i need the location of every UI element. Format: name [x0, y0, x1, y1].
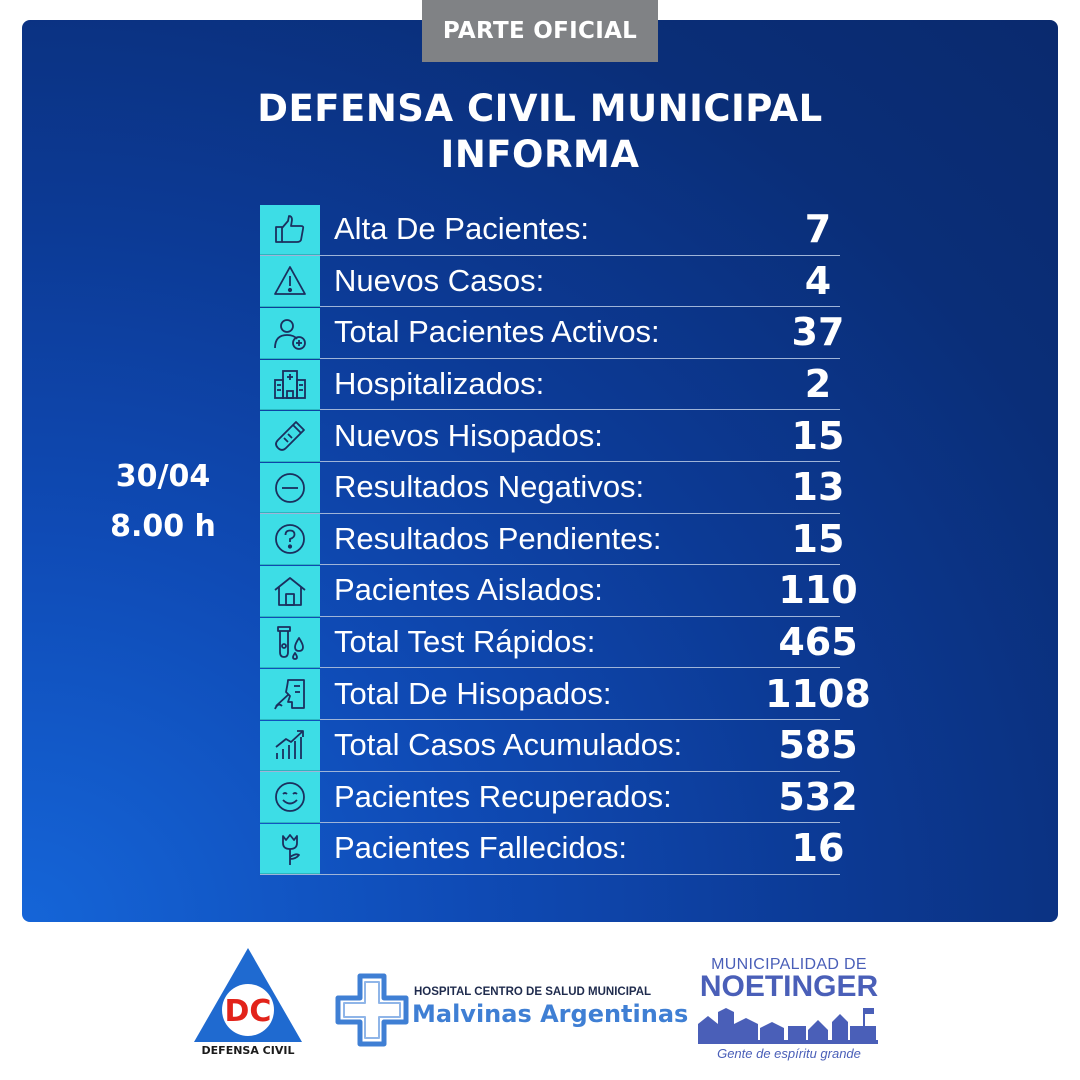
official-badge: PARTE OFICIAL	[422, 0, 658, 62]
minus-circle-icon	[260, 462, 320, 514]
stat-label: Resultados Negativos:	[334, 469, 645, 505]
stat-value: 13	[791, 465, 845, 510]
stat-label: Total De Hisopados:	[334, 675, 612, 711]
stat-label: Total Pacientes Activos:	[334, 314, 660, 350]
rose-icon	[260, 823, 320, 875]
medical-cross-icon	[335, 973, 409, 1047]
stat-row: Nuevos Casos: 4	[260, 256, 840, 308]
title-line-1: DEFENSA CIVIL MUNICIPAL	[257, 87, 823, 130]
smile-icon	[260, 772, 320, 823]
warning-icon	[260, 256, 320, 307]
stat-value: 532	[778, 774, 858, 819]
stat-row: Pacientes Aislados: 110	[260, 565, 858, 617]
stat-row: Pacientes Recuperados: 532	[260, 772, 858, 824]
stat-label: Nuevos Hisopados:	[334, 417, 603, 453]
report-panel	[22, 20, 1058, 922]
municipality-line-1: MUNICIPALIDAD DE	[711, 956, 867, 973]
report-date: 30/04	[115, 459, 211, 494]
stat-value: 7	[804, 207, 832, 252]
swab-tube-icon	[260, 411, 320, 462]
stat-value: 585	[778, 723, 858, 768]
stat-label: Total Test Rápidos:	[334, 624, 596, 660]
town-skyline-icon	[698, 1008, 878, 1044]
report-time: 8.00 h	[110, 509, 216, 544]
stat-value: 1108	[765, 671, 871, 716]
stat-label: Hospitalizados:	[334, 366, 545, 402]
stat-row: Alta De Pacientes: 7	[260, 204, 840, 256]
report-datetime: 30/04 8.00 h	[88, 452, 238, 552]
stat-value: 15	[791, 516, 845, 561]
stat-label: Alta De Pacientes:	[334, 211, 590, 247]
footer-logos: DC DEFENSA CIVIL HOSPITAL CENTRO DE SALU…	[0, 930, 1080, 1080]
test-tube-drop-icon	[260, 617, 320, 669]
stat-value: 2	[804, 362, 832, 407]
stat-label: Pacientes Aislados:	[334, 572, 603, 608]
stat-row: Resultados Negativos: 13	[260, 462, 844, 514]
stats-table: Alta De Pacientes: 7 Nuevos Casos: 4 Tot…	[260, 204, 871, 875]
stat-label: Total Casos Acumulados:	[334, 727, 683, 763]
title-line-2: INFORMA	[440, 133, 640, 176]
stat-label: Resultados Pendientes:	[334, 520, 662, 556]
stat-row: Total Casos Acumulados: 585	[260, 720, 858, 772]
stat-row: Hospitalizados: 2	[260, 359, 840, 411]
hospital-name-line-1: HOSPITAL CENTRO DE SALUD MUNICIPAL	[414, 986, 652, 998]
stat-row: Total Test Rápidos: 465	[260, 617, 858, 669]
defensa-civil-logo: DC	[194, 948, 302, 1042]
patient-plus-icon	[260, 307, 320, 359]
stat-value: 37	[791, 310, 845, 355]
page-title: DEFENSA CIVIL MUNICIPAL INFORMA	[0, 86, 1080, 178]
stat-value: 4	[804, 258, 832, 303]
house-icon	[260, 565, 320, 617]
dc-letters: DC	[225, 994, 272, 1029]
stat-value: 15	[791, 413, 845, 458]
stat-value: 465	[778, 620, 858, 665]
question-circle-icon	[260, 514, 320, 565]
hospital-name-line-2: Malvinas Argentinas	[412, 1000, 689, 1028]
stat-row: Total Pacientes Activos: 37	[260, 307, 844, 359]
stat-label: Pacientes Fallecidos:	[334, 830, 627, 866]
growth-chart-icon	[260, 720, 320, 772]
stat-value: 110	[778, 568, 858, 613]
stat-label: Nuevos Casos:	[334, 262, 545, 298]
defensa-civil-caption: DEFENSA CIVIL	[201, 1044, 295, 1057]
stat-label: Pacientes Recuperados:	[334, 778, 672, 814]
municipality-tagline: Gente de espíritu grande	[717, 1046, 861, 1061]
nasal-swab-icon	[260, 669, 320, 720]
stat-row: Nuevos Hisopados: 15	[260, 410, 844, 462]
stat-value: 16	[791, 826, 845, 871]
municipality-line-2: NOETINGER	[699, 970, 879, 1003]
stat-row: Resultados Pendientes: 15	[260, 514, 844, 566]
hospital-icon	[260, 359, 320, 411]
stat-row: Total De Hisopados: 1108	[260, 668, 871, 720]
stat-row: Pacientes Fallecidos: 16	[260, 823, 844, 875]
thumbs-up-icon	[260, 204, 320, 256]
